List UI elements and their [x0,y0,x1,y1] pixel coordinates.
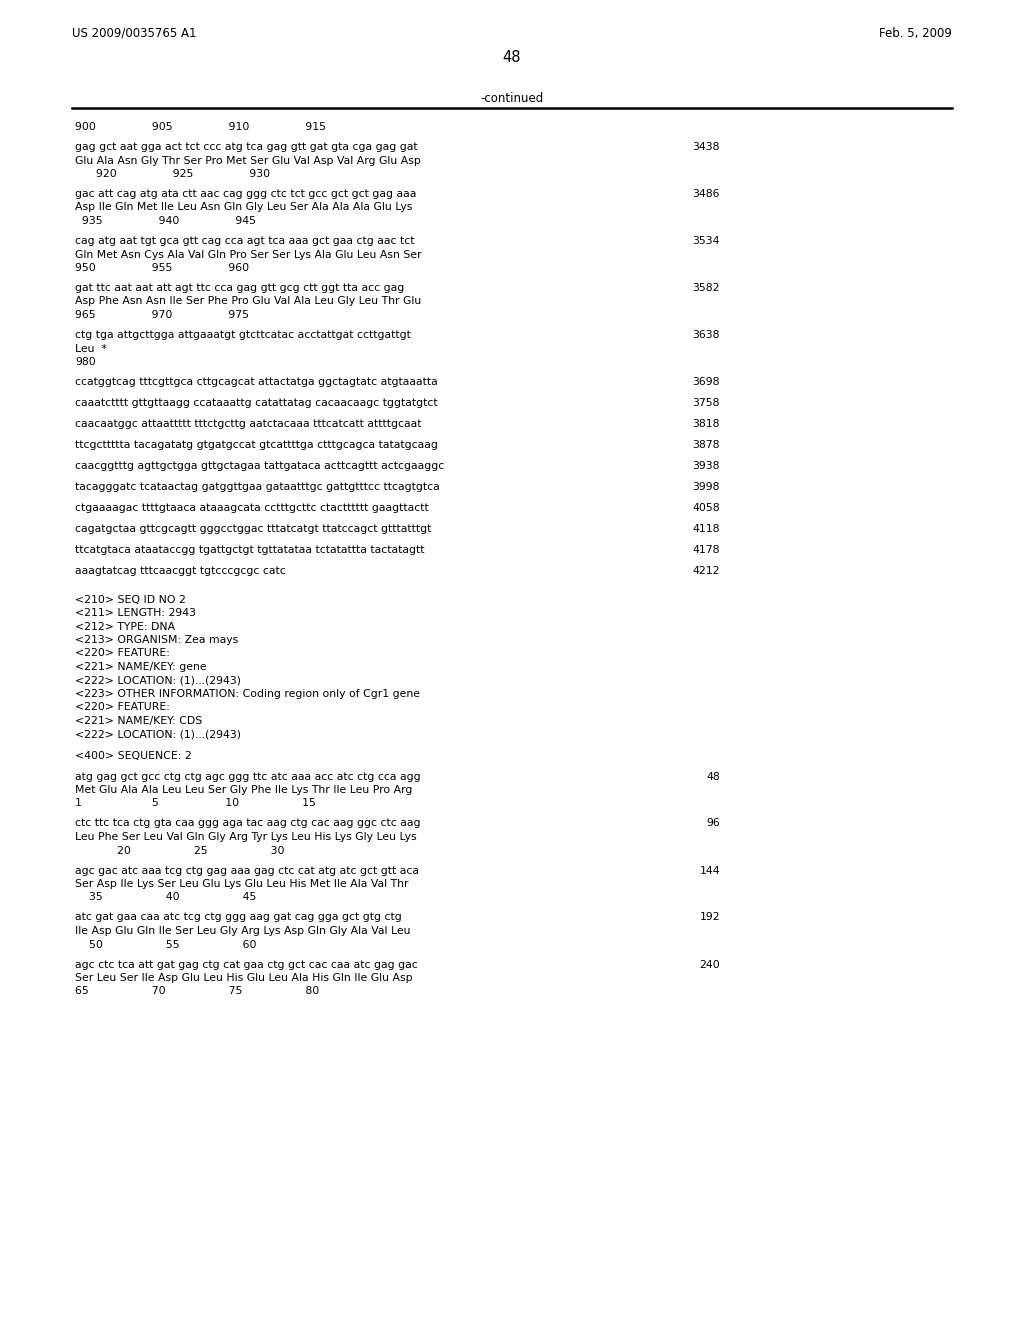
Text: gat ttc aat aat att agt ttc cca gag gtt gcg ctt ggt tta acc gag: gat ttc aat aat att agt ttc cca gag gtt … [75,282,404,293]
Text: 144: 144 [699,866,720,875]
Text: 4178: 4178 [692,545,720,554]
Text: <221> NAME/KEY: CDS: <221> NAME/KEY: CDS [75,715,203,726]
Text: cagatgctaa gttcgcagtt gggcctggac tttatcatgt ttatccagct gtttatttgt: cagatgctaa gttcgcagtt gggcctggac tttatca… [75,524,431,535]
Text: Asp Ile Gln Met Ile Leu Asn Gln Gly Leu Ser Ala Ala Ala Glu Lys: Asp Ile Gln Met Ile Leu Asn Gln Gly Leu … [75,202,413,213]
Text: 3818: 3818 [692,418,720,429]
Text: <222> LOCATION: (1)...(2943): <222> LOCATION: (1)...(2943) [75,730,241,739]
Text: 48: 48 [503,50,521,65]
Text: 980: 980 [75,356,96,367]
Text: <211> LENGTH: 2943: <211> LENGTH: 2943 [75,609,196,618]
Text: 950                955                960: 950 955 960 [75,263,249,273]
Text: agc ctc tca att gat gag ctg cat gaa ctg gct cac caa atc gag gac: agc ctc tca att gat gag ctg cat gaa ctg … [75,960,418,969]
Text: Gln Met Asn Cys Ala Val Gln Pro Ser Ser Lys Ala Glu Leu Asn Ser: Gln Met Asn Cys Ala Val Gln Pro Ser Ser … [75,249,422,260]
Text: 3758: 3758 [692,399,720,408]
Text: atg gag gct gcc ctg ctg agc ggg ttc atc aaa acc atc ctg cca agg: atg gag gct gcc ctg ctg agc ggg ttc atc … [75,771,421,781]
Text: ctgaaaagac ttttgtaaca ataaagcata cctttgcttc ctactttttt gaagttactt: ctgaaaagac ttttgtaaca ataaagcata cctttgc… [75,503,429,513]
Text: caacggtttg agttgctgga gttgctagaa tattgataca acttcagttt actcgaaggc: caacggtttg agttgctgga gttgctagaa tattgat… [75,461,444,471]
Text: Glu Ala Asn Gly Thr Ser Pro Met Ser Glu Val Asp Val Arg Glu Asp: Glu Ala Asn Gly Thr Ser Pro Met Ser Glu … [75,156,421,165]
Text: <212> TYPE: DNA: <212> TYPE: DNA [75,622,175,631]
Text: 3938: 3938 [692,461,720,471]
Text: Ile Asp Glu Gln Ile Ser Leu Gly Arg Lys Asp Gln Gly Ala Val Leu: Ile Asp Glu Gln Ile Ser Leu Gly Arg Lys … [75,927,411,936]
Text: tacagggatc tcataactag gatggttgaa gataatttgc gattgtttcc ttcagtgtca: tacagggatc tcataactag gatggttgaa gataatt… [75,482,439,492]
Text: 50                  55                  60: 50 55 60 [75,940,256,949]
Text: ccatggtcag tttcgttgca cttgcagcat attactatga ggctagtatc atgtaaatta: ccatggtcag tttcgttgca cttgcagcat attacta… [75,378,437,387]
Text: caacaatggc attaattttt tttctgcttg aatctacaaa tttcatcatt attttgcaat: caacaatggc attaattttt tttctgcttg aatctac… [75,418,422,429]
Text: <220> FEATURE:: <220> FEATURE: [75,702,170,713]
Text: <210> SEQ ID NO 2: <210> SEQ ID NO 2 [75,594,186,605]
Text: ctc ttc tca ctg gta caa ggg aga tac aag ctg cac aag ggc ctc aag: ctc ttc tca ctg gta caa ggg aga tac aag … [75,818,421,829]
Text: <222> LOCATION: (1)...(2943): <222> LOCATION: (1)...(2943) [75,676,241,685]
Text: Leu Phe Ser Leu Val Gln Gly Arg Tyr Lys Leu His Lys Gly Leu Lys: Leu Phe Ser Leu Val Gln Gly Arg Tyr Lys … [75,832,417,842]
Text: 935                940                945: 935 940 945 [75,216,256,226]
Text: 1                    5                   10                  15: 1 5 10 15 [75,799,315,808]
Text: aaagtatcag tttcaacggt tgtcccgcgc catc: aaagtatcag tttcaacggt tgtcccgcgc catc [75,566,286,576]
Text: 3878: 3878 [692,440,720,450]
Text: 3698: 3698 [692,378,720,387]
Text: <213> ORGANISM: Zea mays: <213> ORGANISM: Zea mays [75,635,239,645]
Text: <400> SEQUENCE: 2: <400> SEQUENCE: 2 [75,751,191,760]
Text: Met Glu Ala Ala Leu Leu Ser Gly Phe Ile Lys Thr Ile Leu Pro Arg: Met Glu Ala Ala Leu Leu Ser Gly Phe Ile … [75,785,413,795]
Text: ctg tga attgcttgga attgaaatgt gtcttcatac acctattgat ccttgattgt: ctg tga attgcttgga attgaaatgt gtcttcatac… [75,330,411,341]
Text: 35                  40                  45: 35 40 45 [75,892,256,903]
Text: 4212: 4212 [692,566,720,576]
Text: 96: 96 [707,818,720,829]
Text: gag gct aat gga act tct ccc atg tca gag gtt gat gta cga gag gat: gag gct aat gga act tct ccc atg tca gag … [75,143,418,152]
Text: 20                  25                  30: 20 25 30 [75,846,285,855]
Text: Ser Asp Ile Lys Ser Leu Glu Lys Glu Leu His Met Ile Ala Val Thr: Ser Asp Ile Lys Ser Leu Glu Lys Glu Leu … [75,879,409,888]
Text: 900                905                910                915: 900 905 910 915 [75,121,326,132]
Text: atc gat gaa caa atc tcg ctg ggg aag gat cag gga gct gtg ctg: atc gat gaa caa atc tcg ctg ggg aag gat … [75,912,401,923]
Text: ttcgcttttta tacagatatg gtgatgccat gtcattttga ctttgcagca tatatgcaag: ttcgcttttta tacagatatg gtgatgccat gtcatt… [75,440,438,450]
Text: caaatctttt gttgttaagg ccataaattg catattatag cacaacaagc tggtatgtct: caaatctttt gttgttaagg ccataaattg catatta… [75,399,437,408]
Text: 4118: 4118 [692,524,720,535]
Text: cag atg aat tgt gca gtt cag cca agt tca aaa gct gaa ctg aac tct: cag atg aat tgt gca gtt cag cca agt tca … [75,236,415,246]
Text: 3438: 3438 [692,143,720,152]
Text: ttcatgtaca ataataccgg tgattgctgt tgttatataa tctatattta tactatagtt: ttcatgtaca ataataccgg tgattgctgt tgttata… [75,545,425,554]
Text: US 2009/0035765 A1: US 2009/0035765 A1 [72,26,197,40]
Text: <220> FEATURE:: <220> FEATURE: [75,648,170,659]
Text: <221> NAME/KEY: gene: <221> NAME/KEY: gene [75,663,207,672]
Text: -continued: -continued [480,92,544,106]
Text: Asp Phe Asn Asn Ile Ser Phe Pro Glu Val Ala Leu Gly Leu Thr Glu: Asp Phe Asn Asn Ile Ser Phe Pro Glu Val … [75,297,421,306]
Text: <223> OTHER INFORMATION: Coding region only of Cgr1 gene: <223> OTHER INFORMATION: Coding region o… [75,689,420,700]
Text: 3638: 3638 [692,330,720,341]
Text: 3582: 3582 [692,282,720,293]
Text: Leu  *: Leu * [75,343,106,354]
Text: 965                970                975: 965 970 975 [75,310,249,319]
Text: Ser Leu Ser Ile Asp Glu Leu His Glu Leu Ala His Gln Ile Glu Asp: Ser Leu Ser Ile Asp Glu Leu His Glu Leu … [75,973,413,983]
Text: 4058: 4058 [692,503,720,513]
Text: 3998: 3998 [692,482,720,492]
Text: 65                  70                  75                  80: 65 70 75 80 [75,986,319,997]
Text: 920                925                930: 920 925 930 [75,169,270,180]
Text: 3534: 3534 [692,236,720,246]
Text: 192: 192 [699,912,720,923]
Text: 240: 240 [699,960,720,969]
Text: gac att cag atg ata ctt aac cag ggg ctc tct gcc gct gct gag aaa: gac att cag atg ata ctt aac cag ggg ctc … [75,189,417,199]
Text: agc gac atc aaa tcg ctg gag aaa gag ctc cat atg atc gct gtt aca: agc gac atc aaa tcg ctg gag aaa gag ctc … [75,866,419,875]
Text: Feb. 5, 2009: Feb. 5, 2009 [880,26,952,40]
Text: 3486: 3486 [692,189,720,199]
Text: 48: 48 [707,771,720,781]
